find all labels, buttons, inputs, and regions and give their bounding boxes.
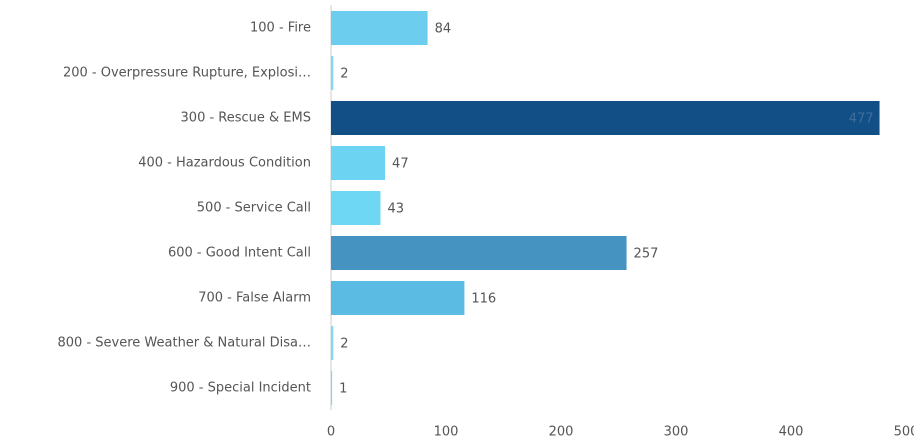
- x-tick-label: 0: [327, 425, 335, 440]
- y-tick-label: 800 - Severe Weather & Natural Disa…: [58, 336, 311, 351]
- x-tick-label: 100: [434, 425, 459, 440]
- y-tick-label: 400 - Hazardous Condition: [138, 156, 311, 171]
- bar: [331, 326, 334, 360]
- data-label: 1: [339, 382, 347, 397]
- x-tick-label: 200: [549, 425, 574, 440]
- data-label: 477: [849, 112, 874, 127]
- data-label: 2: [340, 67, 348, 82]
- data-label: 257: [634, 247, 659, 262]
- y-tick-label: 100 - Fire: [250, 21, 311, 36]
- y-tick-label: 900 - Special Incident: [170, 381, 311, 396]
- y-tick-label: 500 - Service Call: [197, 201, 311, 216]
- bar: [331, 101, 880, 135]
- data-label: 2: [340, 337, 348, 352]
- y-tick-label: 600 - Good Intent Call: [168, 246, 311, 261]
- y-tick-label: 300 - Rescue & EMS: [181, 111, 311, 126]
- bar: [331, 236, 627, 270]
- data-label: 43: [387, 202, 404, 217]
- x-tick-label: 300: [664, 425, 689, 440]
- y-tick-label: 200 - Overpressure Rupture, Explosi…: [63, 66, 311, 81]
- bar: [331, 56, 334, 90]
- bar: [331, 11, 428, 45]
- data-label: 47: [392, 157, 409, 172]
- bar: [331, 371, 333, 405]
- data-label: 84: [435, 22, 452, 37]
- bar: [331, 146, 386, 180]
- bar: [331, 281, 465, 315]
- x-tick-label: 400: [779, 425, 804, 440]
- data-label: 116: [471, 292, 496, 307]
- y-tick-label: 700 - False Alarm: [198, 291, 311, 306]
- bar: [331, 191, 381, 225]
- x-tick-label: 500: [894, 425, 914, 440]
